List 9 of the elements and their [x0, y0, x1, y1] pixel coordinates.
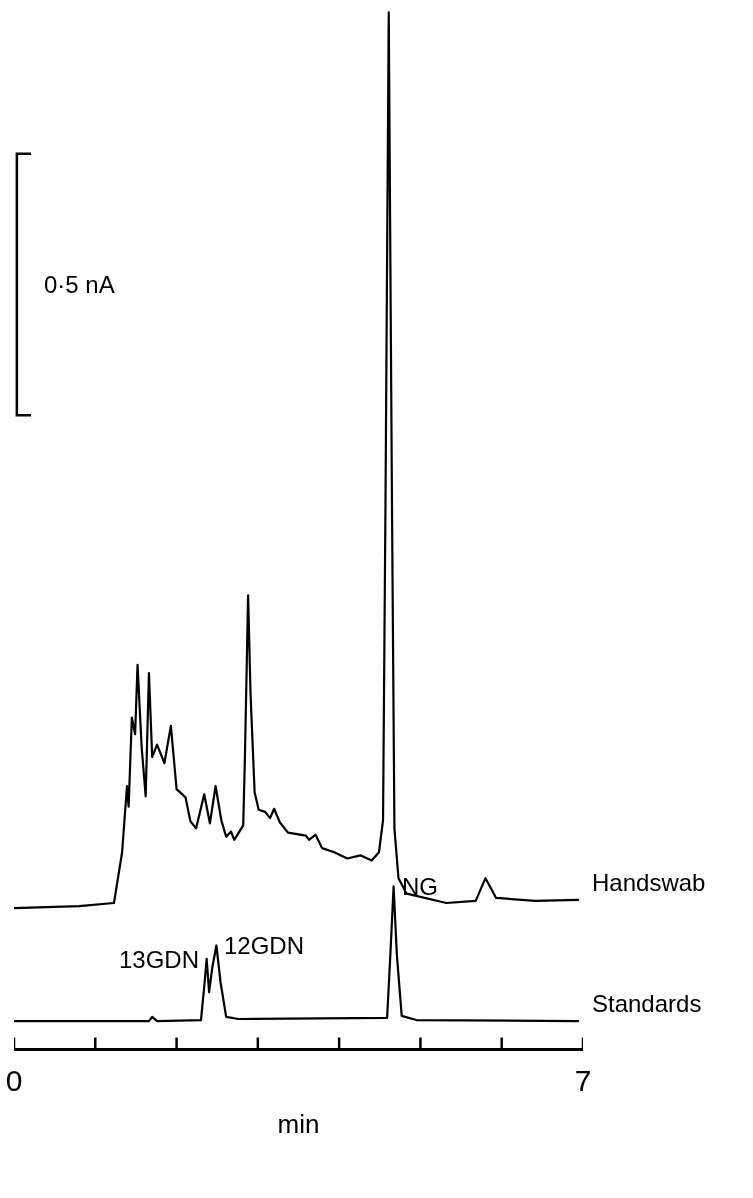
- series-label: Standards: [592, 990, 702, 1017]
- series-label: Handswab: [592, 869, 706, 896]
- x-tick-label: 7: [574, 1063, 592, 1097]
- annotation: NG: [402, 873, 438, 900]
- annotation: 0·5 nA: [44, 271, 115, 298]
- x-tick-label: 0: [5, 1063, 23, 1097]
- annotation: 12GDN: [224, 932, 305, 959]
- annotation: 13GDN: [119, 946, 200, 973]
- x-axis-title: min: [277, 1109, 320, 1140]
